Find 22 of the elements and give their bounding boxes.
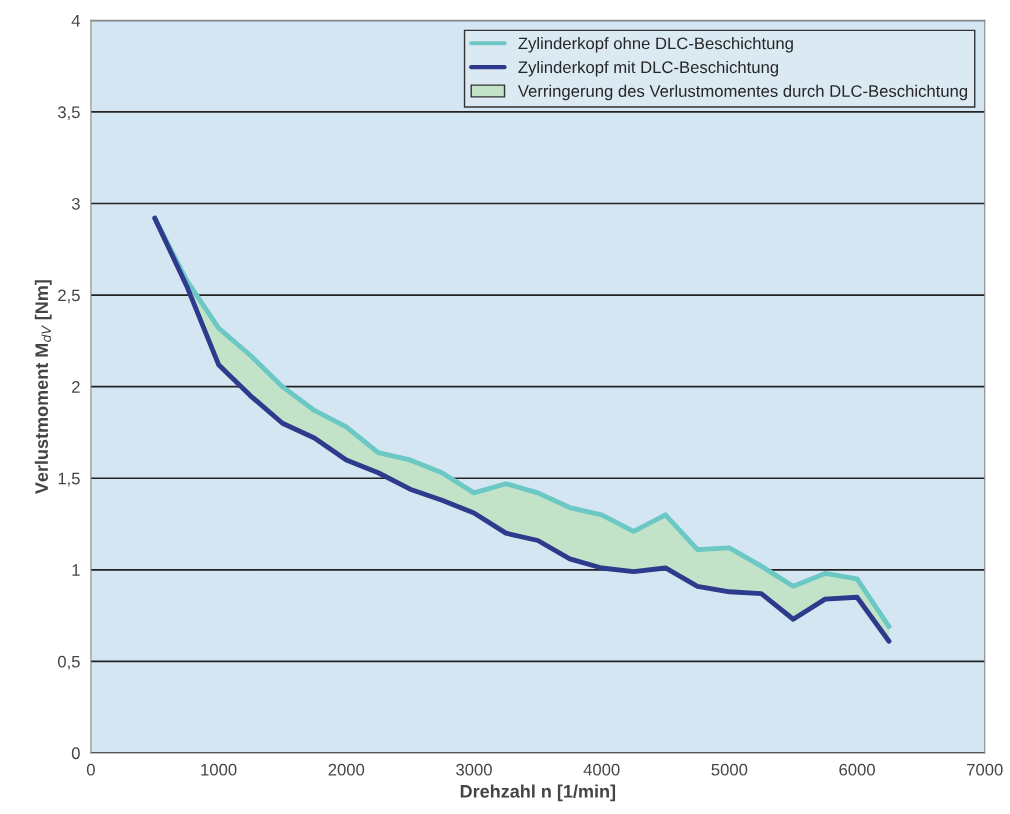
x-tick-label: 1000 (201, 763, 237, 776)
legend-label: Zylinderkopf ohne DLC-Beschichtung (518, 37, 793, 53)
x-tick-label: 5000 (711, 763, 748, 776)
y-tick-label: 0,5 (57, 655, 80, 670)
x-tick-label: 6000 (839, 763, 875, 776)
y-tick-label: 2 (72, 381, 80, 393)
y-axis-title: Verlustmoment M$_{dV}$ [Nm] (34, 280, 52, 495)
legend-label: Zylinderkopf mit DLC-Beschichtung (518, 60, 779, 77)
y-tick-label: 4 (71, 14, 80, 27)
y-tick-label: 1 (72, 564, 80, 576)
x-tick-label: 0 (86, 763, 95, 776)
legend-label: Verringerung des Verlustmomentes durch DLC-Beschichtung (517, 84, 968, 101)
x-tick-label: 2000 (328, 763, 365, 776)
x-tick-label: 4000 (583, 763, 620, 776)
x-tick-label: 3000 (456, 763, 492, 776)
y-tick-label: 0 (71, 747, 80, 760)
y-tick-label: 3,5 (57, 106, 80, 121)
y-tick-label: 3 (71, 197, 80, 210)
y-tick-label: 1,5 (58, 472, 80, 487)
x-tick-label: 7000 (967, 763, 1003, 776)
x-axis-title: Drehzahl n [1/min] (460, 784, 616, 802)
y-tick-label: 2,5 (58, 289, 80, 304)
